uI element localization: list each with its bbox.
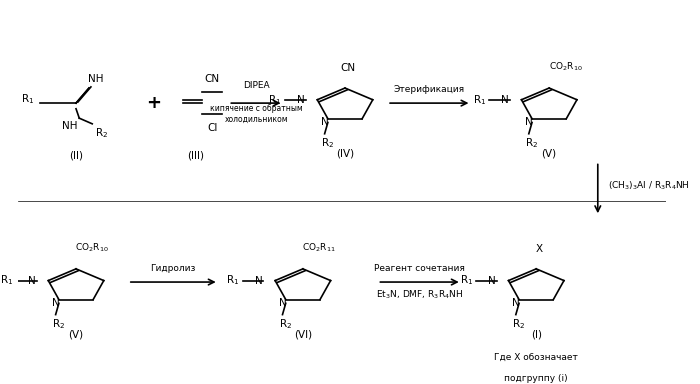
Text: Et$_3$N, DMF, R$_3$R$_4$NH: Et$_3$N, DMF, R$_3$R$_4$NH	[376, 288, 463, 301]
Text: R$_2$: R$_2$	[526, 136, 538, 150]
Text: Гидролиз: Гидролиз	[150, 264, 196, 273]
Text: (I): (I)	[531, 330, 542, 340]
Text: R$_2$: R$_2$	[52, 317, 66, 331]
Text: CN: CN	[204, 74, 220, 84]
Text: (CH$_3$)$_3$Al / R$_3$R$_4$NH: (CH$_3$)$_3$Al / R$_3$R$_4$NH	[608, 180, 689, 192]
Text: Реагент сочетания: Реагент сочетания	[374, 264, 465, 273]
Text: N: N	[489, 276, 496, 286]
Text: (V): (V)	[542, 149, 557, 159]
Text: NH: NH	[88, 74, 103, 84]
Text: R$_1$: R$_1$	[226, 274, 239, 288]
Text: N: N	[512, 298, 519, 308]
Text: (VI): (VI)	[294, 330, 312, 340]
Text: N: N	[279, 298, 286, 308]
Text: CO$_2$R$_{11}$: CO$_2$R$_{11}$	[302, 241, 336, 254]
Text: Где X обозначает: Где X обозначает	[494, 353, 578, 362]
Text: (V): (V)	[69, 330, 83, 340]
Text: подгруппу (i): подгруппу (i)	[505, 374, 568, 382]
Text: холодильником: холодильником	[225, 115, 288, 124]
Text: R$_2$: R$_2$	[279, 317, 293, 331]
Text: R$_1$: R$_1$	[269, 93, 282, 107]
Text: R$_2$: R$_2$	[321, 136, 335, 150]
Text: Этерификация: Этерификация	[393, 85, 465, 94]
Text: N: N	[255, 276, 262, 286]
Text: кипячение с обратным: кипячение с обратным	[210, 104, 302, 113]
Text: R$_1$: R$_1$	[460, 274, 473, 288]
Text: R$_1$: R$_1$	[0, 274, 13, 288]
Text: +: +	[146, 94, 161, 112]
Text: R$_2$: R$_2$	[512, 317, 526, 331]
Text: CN: CN	[341, 63, 356, 73]
Text: R$_2$: R$_2$	[95, 126, 108, 140]
Text: N: N	[525, 117, 533, 127]
Text: R$_1$: R$_1$	[21, 93, 34, 106]
Text: (IV): (IV)	[336, 149, 354, 159]
Text: N: N	[501, 95, 509, 105]
Text: R$_1$: R$_1$	[473, 93, 486, 107]
Text: N: N	[28, 276, 36, 286]
Text: N: N	[321, 117, 328, 127]
Text: NH: NH	[62, 121, 77, 131]
Text: X: X	[536, 244, 543, 254]
Text: CO$_2$R$_{10}$: CO$_2$R$_{10}$	[76, 241, 109, 254]
Text: (II): (II)	[69, 151, 83, 161]
Text: DIPEA: DIPEA	[243, 81, 270, 90]
Text: (III): (III)	[188, 151, 204, 161]
Text: N: N	[298, 95, 305, 105]
Text: CO$_2$R$_{10}$: CO$_2$R$_{10}$	[549, 60, 582, 73]
Text: N: N	[52, 298, 60, 308]
Text: Cl: Cl	[207, 122, 217, 132]
